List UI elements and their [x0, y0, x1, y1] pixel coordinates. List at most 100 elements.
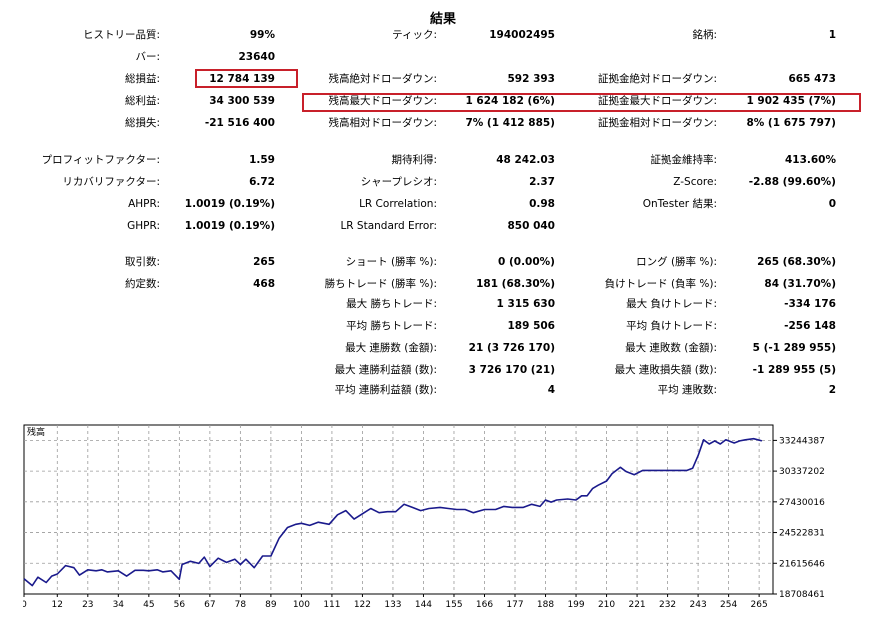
- x-tick-label: 0: [23, 600, 27, 610]
- col3-value-7: 265 (68.30%): [757, 256, 836, 268]
- col2-value-14: 4: [547, 384, 555, 396]
- col2-label-0: ティック:: [392, 29, 437, 41]
- col2-value-10: 1 315 630: [496, 298, 555, 310]
- col3-label-3: 証拠金相対ドローダウン:: [597, 117, 717, 129]
- col2-value-5: 2.37: [529, 176, 555, 188]
- col2-label-12: 最大 連勝数 (金額):: [345, 342, 437, 354]
- x-tick-label: 166: [476, 600, 493, 610]
- x-tick-label: 67: [204, 600, 215, 610]
- col3-label-1: 証拠金絶対ドローダウン:: [597, 73, 717, 85]
- col2-value-9: 181 (68.30%): [476, 278, 555, 290]
- x-tick-label: 254: [720, 600, 737, 610]
- col2-label-6: LR Correlation:: [359, 198, 437, 210]
- x-tick-label: 122: [354, 600, 371, 610]
- col1-value-10: 468: [253, 278, 275, 290]
- col1-value-1: 23640: [238, 51, 275, 63]
- highlight-box-drawdowns: [302, 93, 861, 112]
- col2-value-11: 189 506: [507, 320, 556, 332]
- col2-label-11: 平均 勝ちトレード:: [346, 320, 437, 332]
- x-tick-label: 111: [323, 600, 340, 610]
- col2-value-8: 0 (0.00%): [498, 256, 555, 268]
- col1-value-3: 34 300 539: [209, 95, 275, 107]
- col1-label-0: ヒストリー品質:: [82, 29, 160, 41]
- col2-label-1: 残高絶対ドローダウン:: [328, 73, 437, 85]
- col1-label-4: 総損失:: [124, 117, 160, 129]
- col3-value-10: -256 148: [784, 320, 836, 332]
- x-tick-label: 100: [293, 600, 310, 610]
- col3-value-9: -334 176: [784, 298, 836, 310]
- col1-label-3: 総利益:: [124, 95, 160, 107]
- x-tick-label: 155: [445, 600, 462, 610]
- col3-label-8: 負けトレード (負率 %):: [604, 278, 717, 290]
- y-tick-label: 27430016: [779, 498, 825, 508]
- balance-chart-svg: 18708461 21615646 24522831 27430016 30337202…: [21, 424, 825, 610]
- y-tick-label: 33244387: [779, 436, 825, 446]
- x-tick-label: 12: [52, 600, 63, 610]
- col3-value-12: -1 289 955 (5): [752, 364, 836, 376]
- col2-label-14: 平均 連勝利益額 (数):: [334, 384, 437, 396]
- col3-value-4: 413.60%: [784, 154, 836, 166]
- col1-value-8: 1.0019 (0.19%): [184, 220, 275, 232]
- y-tick-label: 30337202: [779, 467, 825, 477]
- col3-label-12: 最大 連敗損失額 (数):: [614, 364, 717, 376]
- col1-value-0: 99%: [249, 29, 275, 41]
- col2-label-3: 残高相対ドローダウン:: [328, 117, 437, 129]
- col2-value-13: 3 726 170 (21): [468, 364, 555, 376]
- col2-value-3: 7% (1 412 885): [465, 117, 555, 129]
- x-tick-label: 199: [567, 600, 584, 610]
- balance-series-line: [23, 437, 763, 587]
- col3-label-9: 最大 負けトレード:: [626, 298, 717, 310]
- col2-value-4: 48 242.03: [496, 154, 555, 166]
- col3-label-4: 証拠金維持率:: [650, 154, 717, 166]
- x-tick-label: 89: [265, 600, 277, 610]
- col3-value-6: 0: [828, 198, 836, 210]
- col1-label-8: GHPR:: [127, 220, 160, 232]
- x-tick-label: 243: [690, 600, 707, 610]
- col2-label-10: 最大 勝ちトレード:: [346, 298, 437, 310]
- col1-value-9: 265: [253, 256, 275, 268]
- col3-value-2: 1 902 435 (7%): [746, 95, 836, 107]
- col3-label-2: 証拠金最大ドローダウン:: [597, 95, 717, 107]
- col3-label-5: Z-Score:: [673, 176, 717, 188]
- col3-label-10: 平均 負けトレード:: [626, 320, 717, 332]
- col1-label-6: リカバリファクター:: [62, 176, 160, 188]
- col2-value-12: 21 (3 726 170): [468, 342, 555, 354]
- chart-title: 残高: [27, 426, 45, 438]
- col1-value-6: 6.72: [249, 176, 275, 188]
- col1-label-5: プロフィットファクター:: [41, 154, 160, 166]
- x-tick-label: 45: [143, 600, 154, 610]
- col3-value-0: 1: [828, 29, 836, 41]
- col2-label-4: 期待利得:: [391, 154, 437, 166]
- col3-value-3: 8% (1 675 797): [746, 117, 836, 129]
- col1-value-7: 1.0019 (0.19%): [184, 198, 275, 210]
- col2-label-9: 勝ちトレード (勝率 %):: [324, 278, 437, 290]
- col3-label-13: 平均 連敗数:: [657, 384, 717, 396]
- col3-label-6: OnTester 結果:: [642, 198, 717, 210]
- col2-value-0: 194002495: [489, 29, 555, 41]
- col2-value-6: 0.98: [529, 198, 555, 210]
- balance-chart: 18708461 21615646 24522831 27430016 30337202…: [21, 424, 873, 618]
- col1-label-9: 取引数:: [124, 256, 160, 268]
- x-tick-label: 144: [415, 600, 432, 610]
- col1-label-7: AHPR:: [128, 198, 160, 210]
- col1-value-5: 1.59: [249, 154, 275, 166]
- x-tick-label: 56: [174, 600, 186, 610]
- col2-label-8: ショート (勝率 %):: [345, 256, 437, 268]
- x-tick-label: 188: [537, 600, 554, 610]
- col3-value-11: 5 (-1 289 955): [752, 342, 836, 354]
- x-tick-label: 78: [235, 600, 247, 610]
- col3-label-7: ロング (勝率 %):: [636, 256, 717, 268]
- x-tick-label: 221: [628, 600, 645, 610]
- col1-value-2: 12 784 139: [209, 73, 275, 85]
- col3-label-0: 銘柄:: [692, 29, 717, 41]
- col2-label-13: 最大 連勝利益額 (数):: [334, 364, 437, 376]
- col3-value-13: 2: [828, 384, 836, 396]
- col2-label-7: LR Standard Error:: [340, 220, 437, 232]
- col1-label-10: 約定数:: [124, 278, 160, 290]
- x-tick-label: 133: [384, 600, 401, 610]
- col2-value-2: 1 624 182 (6%): [465, 95, 555, 107]
- y-tick-label: 18708461: [779, 590, 825, 600]
- col3-value-5: -2.88 (99.60%): [748, 176, 836, 188]
- x-tick-label: 232: [659, 600, 676, 610]
- col1-label-2: 総損益:: [124, 73, 160, 85]
